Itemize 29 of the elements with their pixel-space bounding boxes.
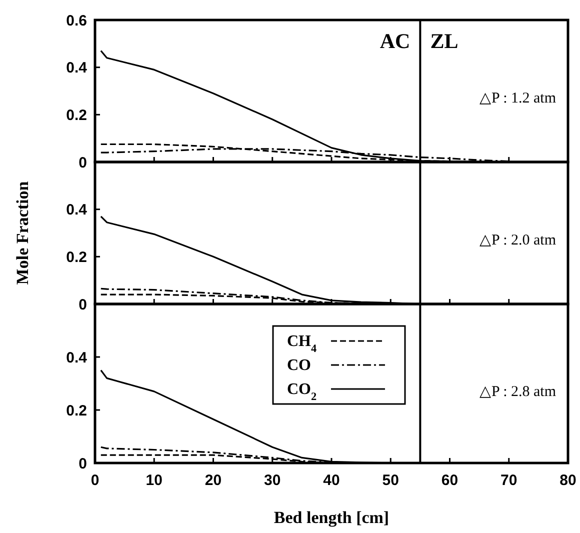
x-tick-label: 10 bbox=[146, 472, 162, 489]
x-axis-title: Bed length [cm] bbox=[274, 508, 390, 527]
y-tick-label: 0.4 bbox=[66, 202, 88, 219]
x-tick-label: 60 bbox=[441, 472, 458, 489]
y-tick-label: 0.2 bbox=[66, 248, 87, 266]
y-axis-title: Mole Fraction bbox=[13, 180, 32, 285]
y-tick-label: 0 bbox=[78, 154, 87, 172]
legend-label: CO bbox=[287, 357, 311, 374]
y-tick-label: 0.4 bbox=[66, 60, 88, 77]
x-tick-label: 0 bbox=[90, 472, 100, 489]
x-tick-label: 40 bbox=[323, 472, 340, 489]
legend-label: CH$_{4}$ bbox=[287, 333, 317, 355]
y-tick-label: 0.6 bbox=[66, 12, 87, 30]
x-tick-label: 20 bbox=[204, 472, 222, 489]
x-tick-label: 80 bbox=[560, 472, 576, 489]
y-tick-label: 0.2 bbox=[66, 106, 87, 124]
annotation: ZL bbox=[430, 29, 458, 53]
x-tick-label: 50 bbox=[382, 472, 399, 489]
annotation: AC bbox=[380, 29, 410, 53]
legend-label: CO$_{2}$ bbox=[287, 381, 317, 403]
y-tick-label: 0.4 bbox=[66, 349, 88, 366]
y-tick-label: 0 bbox=[78, 455, 87, 472]
x-tick-label: 70 bbox=[500, 472, 518, 489]
annotation: △P : 1.2 atm bbox=[480, 90, 556, 106]
annotation: △P : 2.0 atm bbox=[480, 232, 556, 248]
y-tick-label: 0.2 bbox=[66, 402, 87, 420]
annotation: △P : 2.8 atm bbox=[480, 384, 556, 400]
y-tick-label: 0 bbox=[78, 296, 87, 314]
x-tick-label: 30 bbox=[264, 472, 281, 489]
